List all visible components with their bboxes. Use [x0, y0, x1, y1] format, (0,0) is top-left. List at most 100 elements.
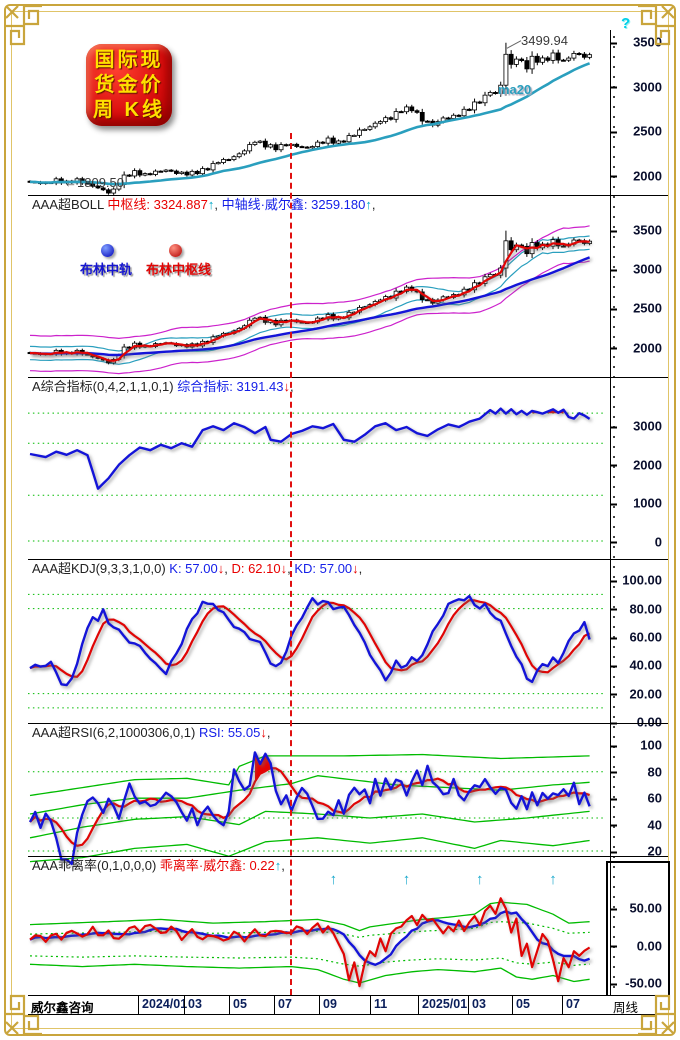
date-tick: 05 [512, 996, 530, 1014]
ma20-label: ma20 [498, 82, 532, 97]
bias-upper-band [29, 901, 590, 932]
header-segment: K: 57.00 [169, 561, 218, 576]
date-tick: 11 [370, 996, 387, 1014]
kdj-y-axis: 100.00 80.00 60.00 40.00 20.00 0.00 [610, 573, 666, 730]
header-segment: ↓ [283, 379, 290, 394]
header-segment: ↓ [217, 561, 225, 576]
header-segment: A综合指标(0,4,2,1,1,0,1) [32, 379, 178, 394]
header-segment: 中枢线: 3324.887 [107, 197, 208, 212]
header-segment: RSI: 55.05 [198, 725, 261, 740]
date-tick: 03 [184, 996, 202, 1014]
panel-super-kdj[interactable] [28, 576, 610, 722]
buy-signal-arrow-icon: ↑ [403, 871, 411, 888]
boll-pivot-line [30, 240, 590, 362]
panel-divider [28, 723, 668, 724]
x-axis-date-bar[interactable]: 威尔鑫咨询 2024/01 03 05 07 09 11 2025/01 03 05 07 周线 [28, 995, 668, 1015]
header-segment: 综合指标: 3191.43 [177, 379, 284, 394]
header-segment: ↓ [352, 561, 359, 576]
y-axis-minor-ticks [613, 36, 615, 988]
header-segment: , [371, 197, 376, 212]
buy-signal-arrow-icon: ↑ [549, 871, 557, 888]
header-segment: , [224, 561, 232, 576]
panel-composite-index[interactable] [28, 392, 610, 558]
d-line [29, 599, 591, 678]
help-icon[interactable]: ? [621, 15, 631, 32]
header-segment: D: 62.10 [231, 561, 281, 576]
legend-boll-pivot-label: 布林中枢线 [146, 262, 212, 277]
y-tick-label: 2000 [610, 168, 662, 183]
brand-label: 威尔鑫咨询 [31, 1001, 94, 1015]
buy-signal-arrow-icon: ↑ [330, 871, 338, 888]
frame-ornament-bottom-right [638, 994, 675, 1036]
legend-red-ball-icon [169, 244, 182, 257]
y-tick-label: 0.00 [610, 715, 662, 730]
period-label: 周线 [613, 1001, 639, 1015]
date-tick: 05 [229, 996, 247, 1014]
y-tick-label: 1000 [610, 496, 662, 511]
bias-line [29, 897, 591, 988]
panel-divider [28, 377, 668, 378]
rsi-indicator-header: AAA超RSI(6,2,1000306,0,1) RSI: 55.05↓, [28, 725, 614, 741]
y-axis-line [610, 30, 611, 1013]
y-tick-label: 40.00 [610, 658, 662, 673]
y-tick-label: 2500 [610, 124, 662, 139]
legend-boll-mid-label: 布林中轨 [80, 262, 133, 277]
bias-indicator-header: AAA乖离率(0,1,0,0,0) 乖离率·威尔鑫: 0.22↑, [28, 858, 614, 874]
composite-indicator-header: A综合指标(0,4,2,1,1,0,1) 综合指标: 3191.43↓, [28, 379, 614, 395]
y-tick-label: 80 [610, 764, 662, 779]
date-tick: 03 [468, 996, 486, 1014]
boll-y-axis: 3500 3000 2500 2000 [610, 212, 666, 375]
frame-ornament-top-left [5, 4, 42, 46]
price-y-axis: 3500 3000 2500 2000 [610, 30, 666, 193]
panel-divider [28, 195, 668, 196]
y-tick-label: 80.00 [610, 601, 662, 616]
y-tick-label: 20 [610, 844, 662, 859]
magenta-lower-band [29, 260, 590, 375]
y-tick-label: 0 [610, 534, 662, 549]
panel-bias-rate[interactable]: ↑ ↑ ↑ ↑ [28, 871, 610, 995]
y-tick-label: 60 [610, 791, 662, 806]
legend-blue-ball-icon [101, 244, 114, 257]
cyan-lower-band [29, 248, 590, 365]
date-tick: 07 [274, 996, 292, 1014]
bias-axis-box [606, 861, 670, 999]
panel-super-rsi[interactable] [28, 740, 610, 866]
kdj-indicator-header: AAA超KDJ(9,3,3,1,0,0) K: 57.00↓, D: 62.10… [28, 561, 614, 577]
y-tick-label: 3000 [610, 79, 662, 94]
panel-super-boll[interactable] [27, 212, 610, 375]
y-tick-label: 2000 [610, 457, 662, 472]
header-segment: , [214, 197, 222, 212]
header-segment: , [358, 561, 363, 576]
y-tick-label: 100.00 [610, 573, 662, 588]
y-tick-label: 50.00 [610, 901, 662, 916]
event-marker-line [290, 133, 292, 995]
header-segment: , [266, 725, 271, 740]
y-tick-label: 60.00 [610, 630, 662, 645]
rsi-y-axis: 100 80 60 40 20 [610, 738, 666, 859]
frame-ornament-top-right [638, 4, 675, 46]
header-segment: AAA超KDJ(9,3,3,1,0,0) [32, 561, 170, 576]
logo-line-3: 周 K线 [93, 98, 165, 121]
boll-indicator-header: AAA超BOLL 中枢线: 3324.887↑, 中轴线·威尔鑫: 3259.1… [28, 197, 614, 213]
bias-upper-dotted [29, 921, 590, 939]
date-tick: 2024/01 [138, 996, 187, 1014]
header-segment: ↑ [274, 858, 282, 873]
header-segment: AAA超RSI(6,2,1000306,0,1) [32, 725, 199, 740]
rsi-band-2 [29, 810, 590, 839]
header-segment: 乖离率·威尔鑫: 0.22 [159, 858, 275, 873]
magenta-upper-band [29, 225, 590, 340]
logo-line-2: 货金价 [94, 73, 164, 96]
composite-line [29, 407, 591, 490]
y-tick-label: 2500 [610, 301, 662, 316]
header-segment: 中轴线·威尔鑫: 3259.180 [221, 197, 366, 212]
date-tick: 09 [319, 996, 337, 1014]
low-price-label: ←1809.50 [64, 175, 124, 190]
header-segment: KD: 57.00 [294, 561, 353, 576]
logo-badge: 国际现 货金价 周 K线 [86, 44, 172, 126]
header-segment: , [287, 561, 295, 576]
header-segment: , [281, 858, 285, 873]
panel-divider [28, 559, 668, 560]
date-tick: 2025/01 [418, 996, 467, 1014]
panel-divider [28, 856, 668, 857]
